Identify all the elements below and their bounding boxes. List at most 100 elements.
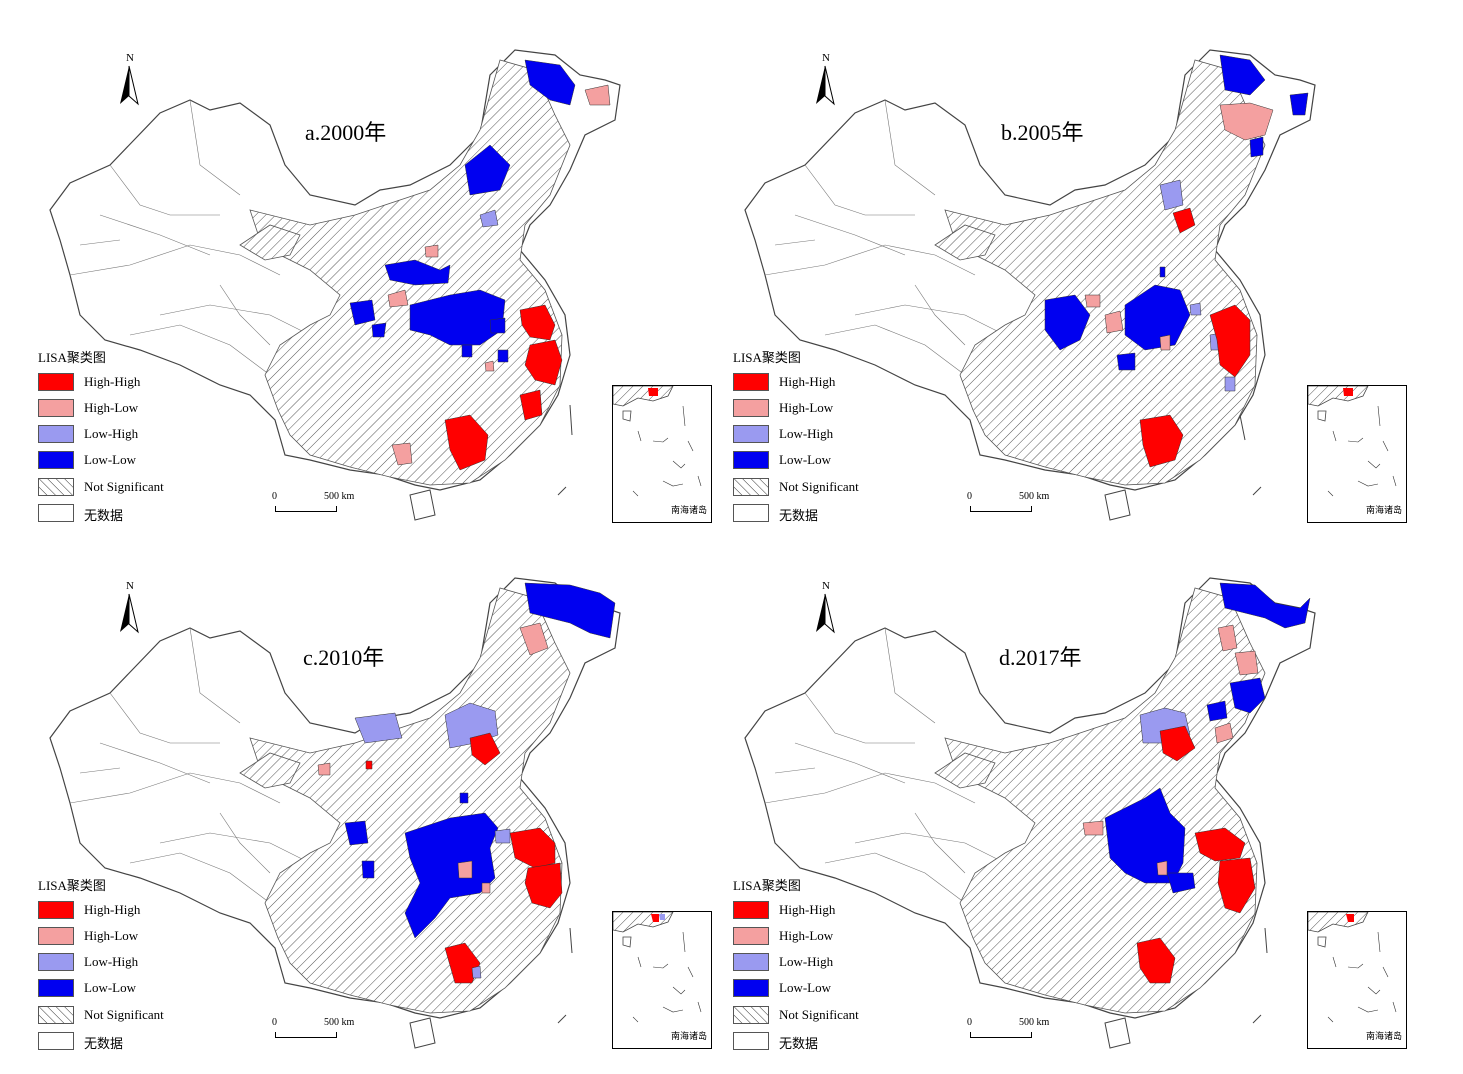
legend-swatch bbox=[38, 399, 74, 417]
legend-label: Low-High bbox=[84, 954, 139, 969]
region-high-low bbox=[1104, 310, 1124, 334]
region-high-low bbox=[1082, 820, 1104, 836]
legend-label: Low-High bbox=[779, 426, 834, 441]
legend-swatch bbox=[38, 425, 74, 443]
legend-item-no-data: 无数据 bbox=[38, 504, 228, 524]
region-low-high bbox=[471, 965, 482, 979]
region-high-low bbox=[457, 860, 473, 879]
legend-item-high-low: High-Low bbox=[38, 399, 228, 419]
region-low-low bbox=[1104, 787, 1186, 884]
inset-map bbox=[1308, 386, 1397, 497]
region-low-low bbox=[1124, 284, 1191, 351]
legend-item-low-low: Low-Low bbox=[733, 451, 923, 471]
region-low-low bbox=[1044, 294, 1091, 351]
north-arrow-icon bbox=[120, 65, 139, 106]
north-arrow: N bbox=[117, 52, 147, 112]
scale-line bbox=[275, 506, 337, 512]
region-low-low bbox=[489, 317, 506, 334]
north-arrow: N bbox=[117, 580, 147, 640]
map-a bbox=[49, 49, 621, 521]
scale-bar: 0 500 km bbox=[272, 1017, 382, 1043]
legend-item-high-low: High-Low bbox=[733, 399, 923, 419]
region-low-low bbox=[371, 322, 387, 338]
legend-item-low-low: Low-Low bbox=[733, 979, 923, 999]
south-china-sea-inset: 南海诸岛 bbox=[612, 911, 712, 1049]
region-low-low bbox=[464, 144, 511, 196]
legend-swatch bbox=[38, 478, 74, 496]
inset-label: 南海诸岛 bbox=[670, 505, 707, 515]
region-high-low bbox=[1219, 102, 1274, 141]
legend-title: LISA聚类图 bbox=[733, 878, 801, 893]
region-high-high bbox=[519, 304, 556, 341]
map-c bbox=[49, 577, 621, 1049]
region-high-low bbox=[1159, 334, 1171, 351]
region-high-high bbox=[1194, 827, 1246, 862]
region-low-low bbox=[524, 582, 616, 639]
region-high-low bbox=[1234, 650, 1259, 676]
region-low-low bbox=[1116, 352, 1136, 371]
legend-swatch bbox=[38, 927, 74, 945]
region-low-low bbox=[344, 820, 369, 846]
region-low-low bbox=[404, 812, 499, 939]
panel-title: a.2000年 bbox=[305, 120, 387, 145]
region-low-low bbox=[409, 289, 506, 346]
region-low-low bbox=[1166, 872, 1196, 894]
legend-label: Low-Low bbox=[84, 980, 136, 995]
region-low-high bbox=[354, 712, 403, 744]
inset-map bbox=[613, 912, 702, 1023]
legend-label: High-Low bbox=[779, 400, 834, 415]
map-panel-d: d.2017年 N LISA聚类图 High-High High-Low Low… bbox=[705, 543, 1407, 1068]
panel-title: d.2017年 bbox=[999, 645, 1082, 670]
legend-swatch bbox=[38, 451, 74, 469]
scale-zero: 0 bbox=[272, 1017, 277, 1028]
legend-swatch bbox=[38, 979, 74, 997]
region-high-high bbox=[1136, 937, 1176, 984]
scale-distance: 500 km bbox=[1019, 1017, 1050, 1028]
north-label: N bbox=[126, 580, 134, 592]
legend-item-low-low: Low-Low bbox=[38, 451, 228, 471]
region-high-low bbox=[424, 244, 439, 258]
legend-item-low-high: Low-High bbox=[733, 425, 923, 445]
panel-title: c.2010年 bbox=[303, 645, 385, 670]
map-panel-a: a.2000年 N LISA聚类图 High-High High-Low Low… bbox=[10, 15, 712, 540]
region-high-high bbox=[1159, 725, 1196, 762]
legend-label: Low-Low bbox=[779, 980, 831, 995]
legend-label: 无数据 bbox=[84, 508, 124, 523]
region-low-low bbox=[1206, 700, 1228, 722]
legend-swatch bbox=[733, 1032, 769, 1050]
legend-item-no-data: 无数据 bbox=[733, 1032, 923, 1052]
legend-item-high-high: High-High bbox=[733, 901, 923, 921]
region-high-high bbox=[469, 732, 501, 766]
legend-item-low-high: Low-High bbox=[38, 953, 228, 973]
region-high-high bbox=[1217, 857, 1256, 914]
scale-zero: 0 bbox=[967, 491, 972, 502]
legend-label: 无数据 bbox=[779, 508, 819, 523]
legend-swatch bbox=[733, 399, 769, 417]
panel-title: b.2005年 bbox=[1001, 120, 1084, 145]
legend-item-high-low: High-Low bbox=[38, 927, 228, 947]
north-arrow: N bbox=[813, 52, 843, 112]
legend-label: Low-High bbox=[84, 426, 139, 441]
legend-item-high-low: High-Low bbox=[733, 927, 923, 947]
scale-zero: 0 bbox=[967, 1017, 972, 1028]
legend-label: High-Low bbox=[84, 928, 139, 943]
region-high-high bbox=[444, 414, 489, 471]
scale-distance: 500 km bbox=[324, 491, 355, 502]
legend-label: 无数据 bbox=[779, 1036, 819, 1051]
region-low-high bbox=[1159, 179, 1184, 211]
region-high-low bbox=[387, 289, 409, 308]
region-high-low bbox=[317, 762, 331, 776]
north-label: N bbox=[822, 580, 830, 592]
legend-item-high-high: High-High bbox=[733, 373, 923, 393]
legend-swatch bbox=[733, 979, 769, 997]
legend-item-not-significant: Not Significant bbox=[38, 478, 228, 498]
legend-label: High-High bbox=[84, 902, 141, 917]
legend-item-not-significant: Not Significant bbox=[38, 1006, 228, 1026]
region-high-low bbox=[1217, 624, 1238, 652]
region-low-low bbox=[461, 344, 473, 358]
legend-swatch bbox=[38, 953, 74, 971]
legend-label: Not Significant bbox=[84, 479, 164, 494]
region-low-low bbox=[1219, 54, 1266, 96]
north-arrow-icon bbox=[120, 593, 139, 634]
south-china-sea-inset: 南海诸岛 bbox=[1307, 385, 1407, 523]
